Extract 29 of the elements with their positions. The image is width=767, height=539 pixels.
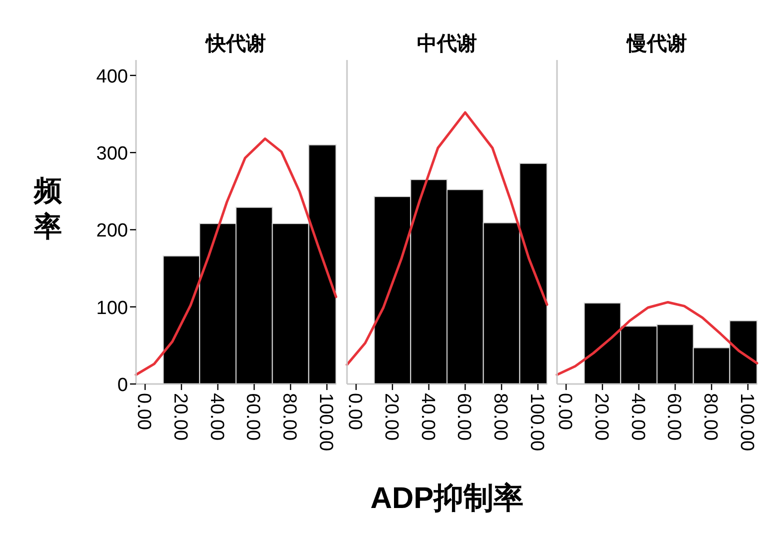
x-tick-label: 20.00: [590, 393, 612, 441]
y-tick-label: 100: [96, 298, 128, 319]
x-tick-label: 40.00: [416, 393, 438, 441]
x-tick-label: 20.00: [380, 393, 402, 441]
chart-title: 中代谢: [417, 33, 477, 55]
x-tick-label: 0.00: [344, 393, 366, 430]
y-tick-label: 300: [96, 144, 128, 165]
line-series: [134, 137, 338, 376]
x-tick-label: 80.00: [278, 393, 300, 441]
y-tick-label: 400: [96, 66, 128, 88]
y-tick-label: 0: [117, 375, 128, 396]
x-tick-label: 60.00: [663, 393, 684, 441]
x-tick-label: 100.00: [736, 393, 757, 452]
x-tick-label: 40.00: [626, 393, 648, 441]
chart-title: 慢代谢: [626, 33, 687, 55]
x-tick-label: 60.00: [242, 393, 264, 441]
y-axis-title: 频率: [33, 176, 63, 243]
x-tick-label: 0.00: [133, 393, 154, 430]
x-tick-label: 40.00: [206, 393, 227, 441]
x-axis-title: ADP抑制率: [370, 481, 524, 515]
x-tick-label: 20.00: [169, 393, 190, 441]
chart-title: 快代谢: [204, 33, 266, 55]
x-tick-label: 60.00: [453, 393, 474, 441]
x-tick-label: 100.00: [314, 393, 336, 452]
x-tick-label: 100.00: [526, 393, 547, 452]
x-tick-label: 80.00: [490, 393, 511, 441]
x-tick-label: 80.00: [700, 393, 721, 441]
x-tick-label: 0.00: [554, 393, 576, 430]
y-tick-label: 200: [96, 220, 128, 242]
